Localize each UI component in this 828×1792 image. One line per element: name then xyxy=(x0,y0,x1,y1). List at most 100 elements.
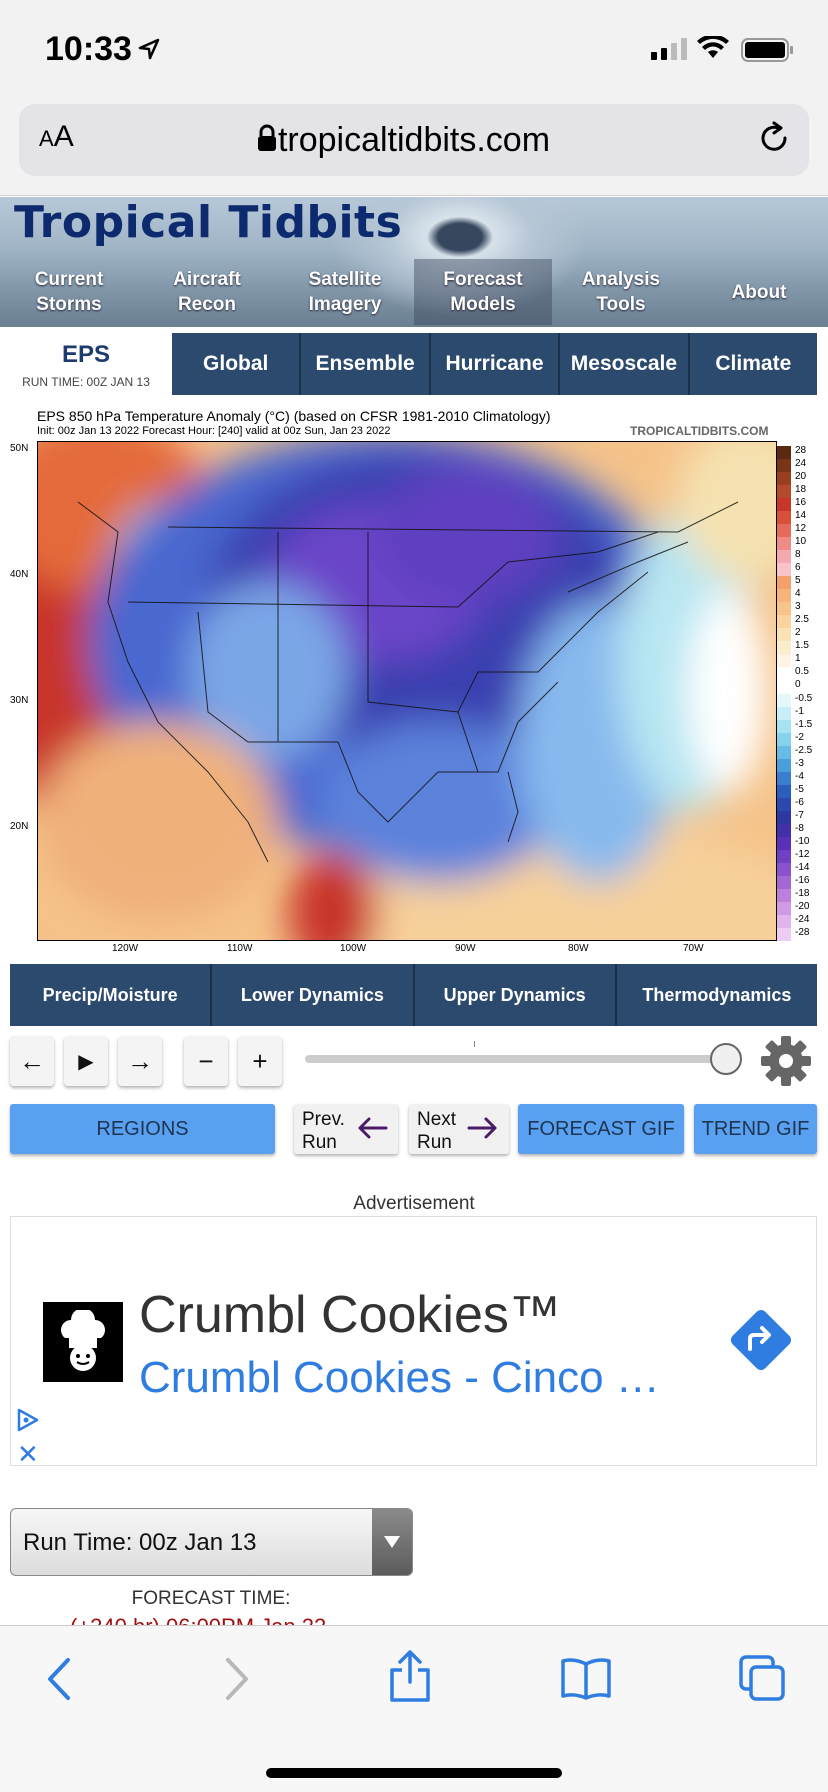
scale-label: -28 xyxy=(795,926,810,938)
scale-swatch xyxy=(777,797,791,812)
scale-label: 20 xyxy=(795,471,807,483)
scale-swatch xyxy=(777,823,791,838)
directions-icon[interactable] xyxy=(726,1305,796,1375)
scale-label: 1 xyxy=(795,653,801,665)
scale-swatch xyxy=(777,745,791,760)
scale-label: -8 xyxy=(795,822,804,834)
nav-satellite-imagery[interactable]: Satellite Imagery xyxy=(308,269,382,315)
scale-label: -3 xyxy=(795,757,804,769)
scale-swatch xyxy=(777,641,791,655)
trend-gif-button[interactable]: TREND GIF xyxy=(694,1104,817,1154)
tab-mesoscale[interactable]: Mesoscale xyxy=(560,333,690,395)
lat-label: 50N xyxy=(10,443,29,454)
nav-current-storms[interactable]: Current Storms xyxy=(34,269,104,315)
step-forward-button[interactable]: → xyxy=(118,1036,162,1086)
ad-close-icon[interactable]: ✕ xyxy=(17,1439,39,1469)
scale-label: -0.5 xyxy=(795,692,813,704)
advertisement[interactable]: Crumbl Cookies™ Crumbl Cookies - Cinco …… xyxy=(10,1216,817,1469)
forecast-hour-slider[interactable] xyxy=(305,1055,730,1063)
tab-ensemble[interactable]: Ensemble xyxy=(301,333,431,395)
slider-handle[interactable] xyxy=(710,1043,742,1075)
scale-label: 8 xyxy=(795,549,801,561)
scale-label: 16 xyxy=(795,497,807,509)
tab-global[interactable]: Global xyxy=(172,333,302,395)
scale-swatch xyxy=(777,719,791,734)
cellular-signal-icon xyxy=(651,38,687,60)
regions-button[interactable]: REGIONS xyxy=(10,1104,275,1154)
map-image xyxy=(38,442,776,940)
scale-swatch xyxy=(777,732,791,747)
scale-swatch xyxy=(777,654,791,668)
nav-forecast-models[interactable]: Forecast Models xyxy=(414,259,552,325)
scale-label: 2.5 xyxy=(795,614,809,626)
scale-label: -4 xyxy=(795,770,804,782)
scale-label: -7 xyxy=(795,809,804,821)
battery-icon xyxy=(741,38,793,62)
text-size-button[interactable]: AA xyxy=(39,120,74,153)
tab-climate[interactable]: Climate xyxy=(715,352,792,375)
scale-label: 3 xyxy=(795,601,801,613)
scale-label: 18 xyxy=(795,484,807,496)
scale-swatch xyxy=(777,615,791,629)
tabs-icon[interactable] xyxy=(738,1654,786,1702)
map-title: EPS 850 hPa Temperature Anomaly (°C) (ba… xyxy=(37,408,551,424)
scale-label: 6 xyxy=(795,562,801,574)
share-icon[interactable] xyxy=(388,1648,432,1702)
gear-icon[interactable] xyxy=(760,1035,812,1087)
scale-label: -1 xyxy=(795,705,804,717)
tab-hurricane[interactable]: Hurricane xyxy=(431,333,561,395)
address-bar[interactable]: AA tropicaltidbits.com xyxy=(19,104,809,176)
zoom-out-button[interactable]: − xyxy=(184,1036,228,1086)
nav-analysis-tools[interactable]: Analysis Tools xyxy=(581,269,661,315)
prev-run-button[interactable]: Prev. Run xyxy=(294,1104,398,1154)
run-time-select[interactable]: Run Time: 00z Jan 13 xyxy=(10,1508,413,1576)
site-logo[interactable]: Tropical Tidbits xyxy=(14,197,403,248)
lon-label: 70W xyxy=(683,943,704,954)
scale-swatch xyxy=(777,511,791,525)
scale-swatch xyxy=(777,472,791,486)
crumbl-logo xyxy=(43,1302,123,1382)
scale-label: -16 xyxy=(795,874,810,886)
reload-icon[interactable] xyxy=(756,120,792,156)
browser-toolbar: AA tropicaltidbits.com xyxy=(0,96,828,196)
forecast-time-label: FORECAST TIME: xyxy=(131,1588,291,1609)
scale-swatch xyxy=(777,550,791,564)
next-run-button[interactable]: Next Run xyxy=(409,1104,509,1154)
scale-label: 2 xyxy=(795,627,801,639)
zoom-in-button[interactable]: + xyxy=(238,1036,282,1086)
forward-icon[interactable] xyxy=(222,1656,252,1702)
scale-label: 28 xyxy=(795,445,807,456)
wifi-icon xyxy=(697,36,729,58)
model-row: EPS RUN TIME: 00Z JAN 13 Global Ensemble… xyxy=(0,333,828,399)
scale-label: -1.5 xyxy=(795,718,813,730)
lon-label: 110W xyxy=(227,943,253,954)
step-back-button[interactable]: ← xyxy=(10,1036,54,1086)
scale-swatch xyxy=(777,875,791,890)
scale-label: -14 xyxy=(795,861,810,873)
lon-label: 120W xyxy=(112,943,139,954)
forecast-map[interactable]: EPS 850 hPa Temperature Anomaly (°C) (ba… xyxy=(0,403,828,958)
scale-swatch xyxy=(777,498,791,512)
adchoices-icon[interactable] xyxy=(15,1407,41,1433)
scale-label: -10 xyxy=(795,835,810,847)
nav-aircraft-recon[interactable]: Aircraft Recon xyxy=(173,269,241,315)
scale-label: 10 xyxy=(795,536,807,548)
chevron-down-icon xyxy=(372,1509,412,1575)
slider-tick xyxy=(474,1041,475,1047)
tab-upper-dynamics[interactable]: Upper Dynamics xyxy=(415,964,617,1026)
lat-label: 20N xyxy=(10,821,29,832)
scale-swatch xyxy=(777,537,791,551)
tab-lower-dynamics[interactable]: Lower Dynamics xyxy=(212,964,415,1026)
back-icon[interactable] xyxy=(44,1656,74,1702)
bookmarks-icon[interactable] xyxy=(560,1656,612,1700)
forecast-gif-button[interactable]: FORECAST GIF xyxy=(518,1104,684,1154)
scale-swatch xyxy=(777,706,791,721)
tab-thermodynamics[interactable]: Thermodynamics xyxy=(642,984,792,1005)
tab-precip-moisture[interactable]: Precip/Moisture xyxy=(10,964,213,1026)
scale-label: -2.5 xyxy=(795,744,813,756)
play-button[interactable]: ▶ xyxy=(64,1036,108,1086)
nav-about[interactable]: About xyxy=(731,281,787,303)
next-run-label: Next Run xyxy=(417,1109,457,1153)
scale-label: 4 xyxy=(795,588,801,600)
url-text: tropicaltidbits.com xyxy=(277,121,551,159)
